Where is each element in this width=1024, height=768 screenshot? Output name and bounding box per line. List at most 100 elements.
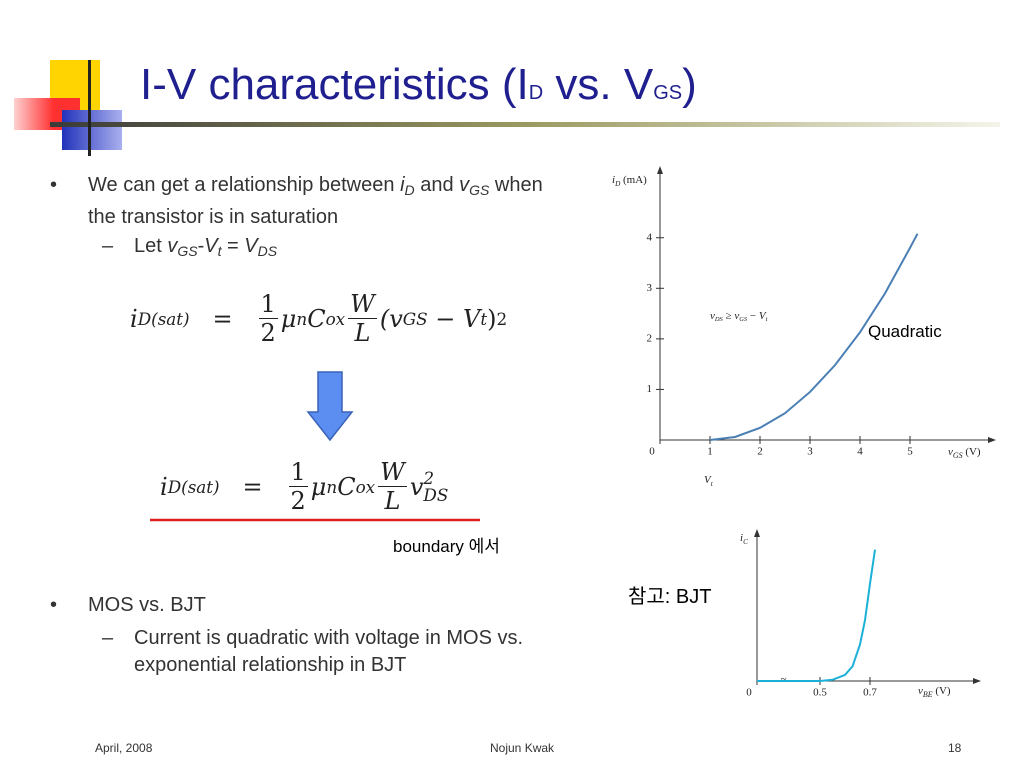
footer-date: April, 2008 xyxy=(95,741,153,755)
y-tick-label: 2 xyxy=(647,332,653,344)
text-run: − xyxy=(747,310,759,322)
text-run: n xyxy=(326,476,338,497)
text-run: D(sat) xyxy=(167,476,220,497)
text-run: v xyxy=(710,310,715,322)
bullet: • MOS vs. BJT xyxy=(50,592,568,619)
text-run: μ xyxy=(310,472,327,501)
annotation: Vt xyxy=(704,474,714,488)
footer-page: 18 xyxy=(948,741,962,755)
text-run: C xyxy=(307,304,326,333)
text-run: 2 xyxy=(496,308,508,329)
text-run: t xyxy=(711,480,714,488)
text-run: v xyxy=(409,472,424,501)
axis-arrow xyxy=(657,166,663,174)
x-axis-label: vGS (V) xyxy=(948,446,981,461)
text-run: GS xyxy=(653,82,683,104)
text-run: when the transistor is in saturation xyxy=(88,174,543,229)
text-run: D xyxy=(614,180,621,188)
text-run: (mA) xyxy=(620,174,647,186)
x-tick-label: 3 xyxy=(807,446,813,458)
text-run: Let xyxy=(134,235,168,257)
text-run: Current is quadratic with voltage in MOS… xyxy=(134,627,524,676)
text-run: v xyxy=(459,174,470,196)
annotation: vDS ≥ vGS − Vt xyxy=(710,310,768,323)
curve xyxy=(757,549,876,682)
text-run: v xyxy=(167,235,178,257)
dash: – xyxy=(102,627,114,649)
text-run: i xyxy=(160,472,168,501)
down-arrow xyxy=(306,371,354,442)
x-tick-label: 0.5 xyxy=(813,687,827,699)
text-run: - xyxy=(197,235,205,257)
text-run: GS xyxy=(953,451,963,460)
curve xyxy=(709,233,919,441)
text-run: D xyxy=(528,82,544,104)
numerator: W xyxy=(348,290,377,319)
sub-bullet-text: Let vGS-Vt = VDS xyxy=(134,235,278,260)
dash: – xyxy=(102,235,114,257)
text-run: i xyxy=(612,174,615,186)
superscript: 2 xyxy=(423,467,435,488)
note: 참고: BJT xyxy=(628,586,712,608)
text-run: GS xyxy=(739,316,748,323)
note: Quadratic xyxy=(868,322,942,341)
sub-bullet: – Current is quadratic with voltage in MO… xyxy=(102,625,604,679)
text-run: We can get a relationship between xyxy=(88,174,401,196)
text-run: C xyxy=(743,538,748,546)
x-tick-label: 0 xyxy=(746,687,752,699)
text-run: v xyxy=(734,310,739,322)
text-run: t xyxy=(766,316,768,323)
text-run: GS xyxy=(469,182,490,199)
text-run: i xyxy=(130,304,138,333)
text-run: i xyxy=(740,532,743,544)
x-axis-label: vBE (V) xyxy=(918,685,951,700)
text-run: t xyxy=(217,243,222,260)
text-run: ≥ xyxy=(723,310,735,322)
axis-arrow xyxy=(988,437,996,443)
numerator: 1 xyxy=(288,458,308,487)
text-run: I-V characteristics (I xyxy=(140,60,529,109)
text-run: V xyxy=(204,235,218,257)
numerator: 1 xyxy=(258,290,278,319)
x-tick-label: 0.7 xyxy=(863,687,877,699)
axis-arrow xyxy=(754,529,760,537)
text-run: DS xyxy=(257,243,278,260)
title-rule xyxy=(50,122,1000,127)
text-run: DS xyxy=(714,316,724,323)
text-run: vs. V xyxy=(543,60,654,109)
x-tick-label: 4 xyxy=(857,446,863,458)
text-run: GS xyxy=(177,243,198,260)
text-run: C xyxy=(337,472,356,501)
y-tick-label: 1 xyxy=(647,383,653,395)
text-run: μ xyxy=(280,304,297,333)
text-run: (v xyxy=(379,304,403,333)
y-tick-label: 4 xyxy=(647,231,653,243)
y-tick-label: 3 xyxy=(647,282,653,294)
note: boundary 에서 xyxy=(393,537,500,556)
sup-sub: 2 DS xyxy=(423,467,448,504)
denominator: 2 xyxy=(260,319,276,347)
text-run: − V xyxy=(427,304,481,333)
x-tick-label: 2 xyxy=(757,446,763,458)
text-run: D xyxy=(404,182,415,199)
text-run: = xyxy=(219,472,286,501)
text-run: v xyxy=(948,446,953,458)
denominator: L xyxy=(354,319,371,347)
text-run: ) xyxy=(682,60,697,109)
footer-author: Nojun Kwak xyxy=(490,741,555,755)
text-run: v xyxy=(918,685,923,697)
slide-title: I-V characteristics (ID vs. VGS) xyxy=(140,60,697,110)
text-run: n xyxy=(296,308,308,329)
bullet: • We can get a relationship between iD an… xyxy=(50,172,558,231)
text-run: (V) xyxy=(963,446,981,458)
text-run: ox xyxy=(325,308,346,329)
text-run: MOS vs. BJT xyxy=(88,594,206,616)
